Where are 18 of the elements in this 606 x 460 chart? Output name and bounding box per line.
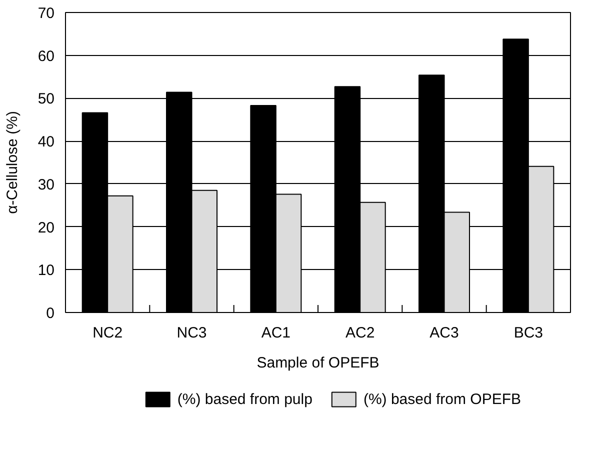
x-tick-label: BC3 (514, 324, 544, 342)
y-tick-label: 10 (38, 262, 55, 280)
y-tick-label: 0 (46, 305, 54, 322)
y-tick-label: 70 (38, 5, 55, 22)
y-tick-label: 20 (38, 219, 55, 236)
x-axis-title: Sample of OPEFB (256, 354, 380, 372)
y-tick-label: 30 (38, 176, 55, 194)
y-tick-label: 40 (38, 134, 55, 151)
y-tick-label: 50 (38, 90, 55, 108)
x-tick-label: NC3 (176, 324, 207, 342)
y-axis-title: α-Cellulose (%) (4, 111, 21, 214)
legend-label: (%) based from OPEFB (363, 390, 521, 408)
x-tick-label: AC2 (345, 324, 375, 342)
legend-label: (%) based from pulp (177, 390, 312, 408)
x-tick-label: NC2 (92, 324, 123, 342)
y-tick-label: 60 (38, 48, 55, 65)
x-tick-label: AC1 (261, 324, 291, 342)
x-tick-label: AC3 (430, 324, 459, 342)
